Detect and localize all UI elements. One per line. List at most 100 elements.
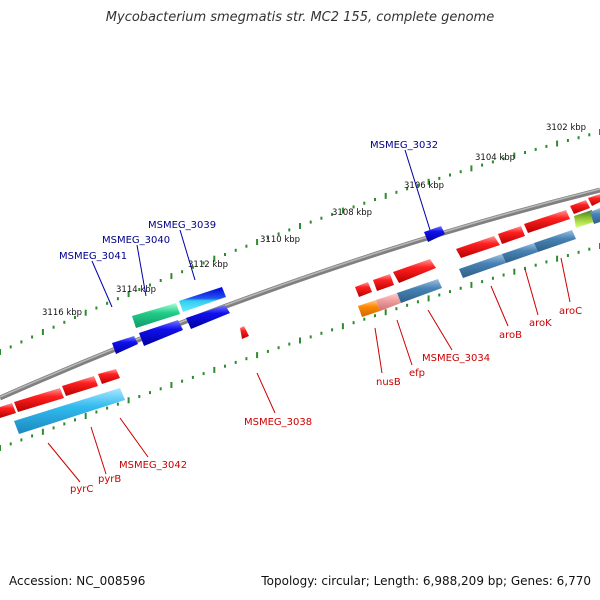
gene-labels-bottom: aroC aroK aroB MSMEG_3034 efp nusB MSMEG… bbox=[70, 306, 582, 495]
ruler-lower-tick bbox=[395, 307, 398, 311]
label-msmeg-3040[interactable]: MSMEG_3040 bbox=[102, 235, 170, 246]
label-nusb[interactable]: nusB bbox=[376, 377, 401, 388]
gene-msmeg-3034[interactable] bbox=[397, 279, 442, 303]
map-title: Mycobacterium smegmatis str. MC2 155, co… bbox=[105, 10, 495, 25]
gene-msmeg-3040[interactable] bbox=[139, 320, 183, 346]
ruler-upper-tick bbox=[374, 198, 376, 201]
ruler-lower-tick bbox=[245, 357, 248, 361]
ruler-lower-major-tick bbox=[556, 255, 559, 262]
ruler-lower-tick bbox=[459, 286, 462, 290]
ruler-lower-tick bbox=[320, 331, 323, 335]
gene-red-left-4[interactable] bbox=[98, 369, 120, 384]
ruler-upper-tick bbox=[9, 345, 12, 349]
gene-arok[interactable] bbox=[502, 243, 538, 263]
ruler-upper-major-tick bbox=[127, 291, 130, 298]
ruler-lower-major-tick bbox=[170, 382, 173, 388]
ruler-upper-tick bbox=[320, 216, 323, 220]
label-pyrb[interactable]: pyrB bbox=[98, 474, 121, 485]
gene-red-5[interactable] bbox=[498, 226, 525, 244]
scale-label: 3116 kbp bbox=[42, 308, 82, 318]
ruler-lower-tick bbox=[191, 375, 194, 379]
gene-steel-edge[interactable] bbox=[590, 208, 600, 224]
gene-msmeg-3038[interactable] bbox=[240, 326, 249, 339]
ruler-upper-tick bbox=[363, 201, 366, 205]
ruler-upper-tick bbox=[149, 283, 151, 287]
ruler-upper-tick bbox=[524, 151, 526, 154]
label-msmeg-3041[interactable]: MSMEG_3041 bbox=[59, 251, 127, 262]
ruler-upper-tick bbox=[245, 244, 248, 248]
gene-red-3[interactable] bbox=[393, 259, 436, 283]
connector-pyrb bbox=[90, 426, 107, 475]
label-pyrc[interactable]: pyrC bbox=[70, 484, 93, 495]
ruler-lower-tick bbox=[31, 434, 34, 438]
gene-lime[interactable] bbox=[574, 210, 594, 228]
gene-red-4[interactable] bbox=[456, 236, 500, 258]
ruler-lower-major-tick bbox=[470, 281, 473, 288]
ruler-upper-tick bbox=[566, 139, 569, 142]
label-connectors bbox=[47, 149, 571, 483]
ruler-lower-tick bbox=[352, 321, 355, 325]
ruler-lower-major-tick bbox=[299, 337, 301, 344]
ruler-upper-tick bbox=[352, 205, 355, 209]
gene-efp[interactable] bbox=[376, 293, 401, 311]
ruler-lower-tick bbox=[524, 266, 526, 270]
gene-red-left-3[interactable] bbox=[62, 376, 98, 396]
ruler-lower-tick bbox=[9, 442, 12, 446]
gene-msmeg-3032[interactable] bbox=[424, 226, 445, 242]
ruler-upper-major-tick bbox=[384, 192, 387, 199]
ruler-upper-tick bbox=[534, 147, 537, 151]
ruler-upper-tick bbox=[545, 144, 548, 148]
ruler-lower-tick bbox=[288, 342, 291, 346]
gene-red-8[interactable] bbox=[588, 194, 600, 206]
ruler-upper-major-tick bbox=[341, 207, 344, 214]
ruler-upper-tick bbox=[20, 340, 23, 344]
ruler-lower-tick bbox=[63, 422, 66, 426]
ruler-upper-tick bbox=[202, 261, 205, 265]
ruler-upper-tick bbox=[416, 183, 419, 187]
gene-blue-cyan[interactable] bbox=[179, 287, 226, 312]
gene-red-2[interactable] bbox=[373, 274, 394, 291]
ruler-upper-tick bbox=[181, 270, 184, 274]
ruler-lower-major-tick bbox=[84, 413, 87, 419]
gene-red-left-2[interactable] bbox=[14, 388, 64, 412]
ruler-upper-tick bbox=[577, 136, 580, 140]
gene-arob[interactable] bbox=[459, 254, 506, 278]
label-msmeg-3039[interactable]: MSMEG_3039 bbox=[148, 220, 216, 231]
gene-aroc[interactable] bbox=[534, 230, 576, 252]
label-msmeg-3042[interactable]: MSMEG_3042 bbox=[119, 460, 187, 471]
ruler-lower-major-tick bbox=[256, 352, 259, 359]
gene-green[interactable] bbox=[132, 303, 180, 328]
label-msmeg-3032[interactable]: MSMEG_3032 bbox=[370, 140, 438, 151]
label-efp[interactable]: efp bbox=[409, 368, 425, 379]
connector-msmeg-3040 bbox=[136, 244, 147, 297]
gene-msmeg-3039[interactable] bbox=[186, 305, 230, 329]
ruler-lower-tick bbox=[159, 387, 162, 391]
gene-msmeg-3041[interactable] bbox=[112, 336, 138, 354]
ruler-upper-tick bbox=[74, 316, 76, 319]
gene-red-left-1[interactable] bbox=[0, 403, 16, 418]
gene-nusb[interactable] bbox=[358, 300, 380, 317]
label-msmeg-3038[interactable]: MSMEG_3038 bbox=[244, 417, 312, 428]
gene-msmeg-3042[interactable] bbox=[14, 388, 125, 434]
reverse-genes bbox=[14, 208, 600, 434]
genome-backbone-highlight bbox=[0, 188, 600, 398]
ruler-upper-tick bbox=[449, 173, 451, 177]
ruler-lower-tick bbox=[277, 346, 280, 350]
gene-red-7[interactable] bbox=[570, 200, 590, 214]
label-arob[interactable]: aroB bbox=[499, 330, 522, 341]
connector-arob bbox=[490, 285, 509, 327]
genome-summary: Topology: circular; Length: 6,988,209 bp… bbox=[261, 574, 591, 588]
label-aroc[interactable]: aroC bbox=[559, 306, 582, 317]
gene-red-6[interactable] bbox=[524, 210, 570, 233]
ruler-lower-tick bbox=[74, 418, 76, 422]
ruler-upper-tick bbox=[266, 236, 269, 240]
label-msmeg-3034[interactable]: MSMEG_3034 bbox=[422, 353, 490, 364]
ruler-lower-tick bbox=[491, 276, 494, 280]
ruler-lower-tick bbox=[331, 328, 334, 332]
gene-red-1[interactable] bbox=[355, 282, 372, 297]
ruler-upper-major-tick bbox=[170, 273, 173, 280]
ruler-lower-major-tick bbox=[41, 428, 44, 435]
ruler-lower-tick bbox=[95, 410, 98, 414]
ruler-lower-tick bbox=[116, 402, 119, 406]
label-arok[interactable]: aroK bbox=[529, 318, 552, 329]
